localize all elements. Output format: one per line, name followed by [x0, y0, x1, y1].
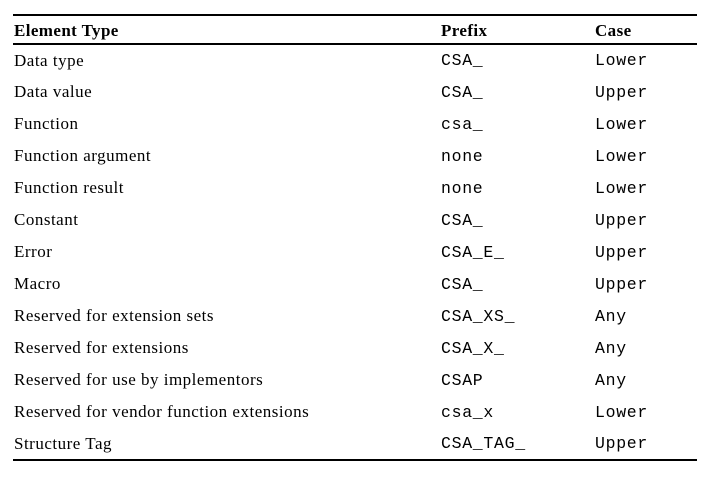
cell-case: Any — [595, 306, 627, 326]
table-row: Macro CSA_ Upper — [13, 268, 697, 300]
table-row: Function argument none Lower — [13, 140, 697, 172]
cell-element-type: Reserved for extensions — [14, 338, 189, 357]
cell-element-type: Function — [14, 114, 79, 133]
cell-case: Upper — [595, 434, 649, 453]
cell-element-type: Macro — [14, 274, 61, 293]
cell-prefix: CSA_X_ — [441, 338, 505, 358]
table-row: Data type CSA_ Lower — [13, 44, 697, 76]
cell-element-type: Reserved for use by implementors — [14, 370, 264, 389]
cell-case: Upper — [595, 210, 649, 230]
cell-element-type: Data type — [14, 50, 85, 70]
cell-element-type: Data value — [14, 82, 93, 101]
cell-prefix: CSA_ — [441, 274, 484, 294]
cell-element-type: Structure Tag — [14, 433, 112, 453]
table-row: Reserved for extensions CSA_X_ Any — [13, 332, 697, 364]
cell-case: Lower — [595, 146, 649, 166]
table-row: Structure Tag CSA_TAG_ Upper — [13, 428, 697, 460]
table-row: Reserved for use by implementors CSAP An… — [13, 364, 697, 396]
table-header-row: Element Type Prefix Case — [13, 15, 697, 44]
cell-element-type: Function argument — [14, 146, 152, 165]
table-row: Function result none Lower — [13, 172, 697, 204]
cell-case: Lower — [595, 51, 649, 70]
cell-case: Upper — [595, 274, 649, 294]
table-row: Function csa_ Lower — [13, 108, 697, 140]
cell-prefix: CSA_XS_ — [441, 306, 516, 326]
table-row: Data value CSA_ Upper — [13, 76, 697, 108]
cell-element-type: Error — [14, 242, 53, 261]
cell-prefix: CSA_ — [441, 82, 484, 102]
column-header-case: Case — [595, 21, 632, 40]
cell-prefix: CSA_ — [441, 51, 484, 70]
cell-case: Upper — [595, 82, 649, 102]
cell-prefix: csa_x — [441, 402, 495, 422]
naming-conventions-table: Element Type Prefix Case Data type CSA_ … — [13, 14, 697, 461]
table-row: Constant CSA_ Upper — [13, 204, 697, 236]
cell-element-type: Constant — [14, 210, 79, 229]
cell-case: Any — [595, 370, 627, 390]
cell-prefix: none — [441, 178, 484, 198]
cell-case: Any — [595, 338, 627, 358]
cell-prefix: CSA_TAG_ — [441, 434, 526, 453]
cell-element-type: Reserved for extension sets — [14, 306, 214, 325]
cell-prefix: CSAP — [441, 370, 484, 390]
table-row: Reserved for extension sets CSA_XS_ Any — [13, 300, 697, 332]
cell-prefix: CSA_ — [441, 210, 484, 230]
column-header-prefix: Prefix — [441, 21, 488, 40]
cell-element-type: Function result — [14, 178, 124, 197]
cell-case: Lower — [595, 402, 649, 422]
column-header-element-type: Element Type — [14, 21, 119, 40]
cell-case: Lower — [595, 114, 649, 134]
table-body: Data type CSA_ Lower Data value CSA_ Upp… — [13, 44, 697, 460]
cell-element-type: Reserved for vendor function extensions — [14, 402, 310, 421]
cell-prefix: csa_ — [441, 114, 484, 134]
table-row: Error CSA_E_ Upper — [13, 236, 697, 268]
cell-case: Upper — [595, 242, 649, 262]
cell-prefix: CSA_E_ — [441, 242, 505, 262]
cell-case: Lower — [595, 178, 649, 198]
table-row: Reserved for vendor function extensions … — [13, 396, 697, 428]
cell-prefix: none — [441, 146, 484, 166]
